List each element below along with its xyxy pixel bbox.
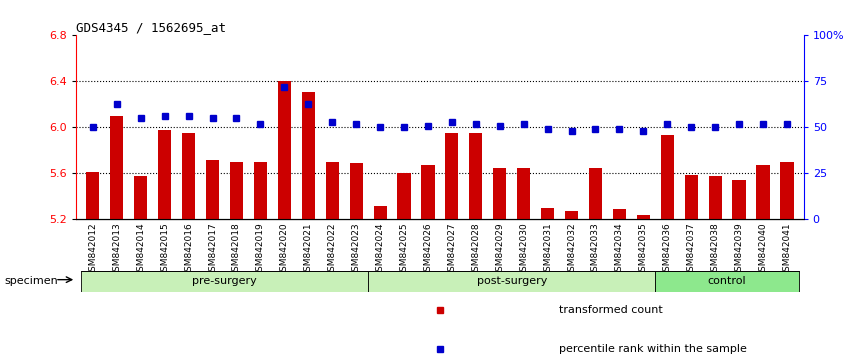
- Text: GSM842029: GSM842029: [495, 222, 504, 277]
- Bar: [182, 133, 195, 219]
- Text: GSM842021: GSM842021: [304, 222, 313, 277]
- Text: GSM842020: GSM842020: [280, 222, 288, 277]
- Text: pre-surgery: pre-surgery: [192, 276, 257, 286]
- Bar: [565, 211, 578, 219]
- Bar: [733, 181, 745, 219]
- Text: GSM842026: GSM842026: [424, 222, 432, 277]
- Text: GSM842032: GSM842032: [567, 222, 576, 277]
- Bar: [589, 168, 602, 219]
- Text: GSM842028: GSM842028: [471, 222, 481, 277]
- Bar: [637, 215, 650, 219]
- Bar: [135, 176, 147, 219]
- Text: post-surgery: post-surgery: [476, 276, 547, 286]
- Bar: [656, 271, 799, 292]
- Bar: [86, 172, 100, 219]
- Text: percentile rank within the sample: percentile rank within the sample: [559, 343, 747, 354]
- Text: GSM842019: GSM842019: [256, 222, 265, 277]
- Bar: [445, 133, 459, 219]
- Bar: [613, 209, 626, 219]
- Text: GSM842039: GSM842039: [734, 222, 744, 277]
- Bar: [326, 162, 338, 219]
- Text: GSM842013: GSM842013: [113, 222, 121, 277]
- Bar: [421, 165, 435, 219]
- Bar: [780, 162, 794, 219]
- Text: GSM842037: GSM842037: [687, 222, 695, 277]
- Bar: [368, 271, 656, 292]
- Bar: [517, 168, 530, 219]
- Bar: [254, 162, 267, 219]
- Text: GSM842017: GSM842017: [208, 222, 217, 277]
- Bar: [661, 136, 674, 219]
- Text: GDS4345 / 1562695_at: GDS4345 / 1562695_at: [76, 21, 226, 34]
- Bar: [493, 168, 507, 219]
- Bar: [277, 81, 291, 219]
- Bar: [110, 116, 124, 219]
- Text: GSM842031: GSM842031: [543, 222, 552, 277]
- Bar: [302, 92, 315, 219]
- Text: control: control: [708, 276, 746, 286]
- Text: GSM842035: GSM842035: [639, 222, 648, 277]
- Text: GSM842025: GSM842025: [399, 222, 409, 277]
- Text: GSM842014: GSM842014: [136, 222, 146, 277]
- Text: GSM842024: GSM842024: [376, 222, 385, 276]
- Bar: [206, 160, 219, 219]
- Bar: [373, 206, 387, 219]
- Bar: [470, 133, 482, 219]
- Text: GSM842030: GSM842030: [519, 222, 528, 277]
- Text: GSM842041: GSM842041: [783, 222, 792, 277]
- Bar: [81, 271, 368, 292]
- Bar: [349, 163, 363, 219]
- Text: GSM842015: GSM842015: [160, 222, 169, 277]
- Bar: [541, 208, 554, 219]
- Text: GSM842034: GSM842034: [615, 222, 624, 277]
- Text: transformed count: transformed count: [559, 305, 662, 315]
- Text: specimen: specimen: [4, 276, 58, 286]
- Text: GSM842016: GSM842016: [184, 222, 193, 277]
- Text: GSM842036: GSM842036: [662, 222, 672, 277]
- Text: GSM842040: GSM842040: [759, 222, 767, 277]
- Bar: [158, 130, 171, 219]
- Text: GSM842038: GSM842038: [711, 222, 720, 277]
- Text: GSM842022: GSM842022: [327, 222, 337, 276]
- Text: GSM842033: GSM842033: [591, 222, 600, 277]
- Bar: [684, 175, 698, 219]
- Text: GSM842023: GSM842023: [352, 222, 360, 277]
- Text: GSM842027: GSM842027: [448, 222, 456, 277]
- Bar: [398, 173, 410, 219]
- Bar: [709, 176, 722, 219]
- Bar: [756, 165, 770, 219]
- Text: GSM842018: GSM842018: [232, 222, 241, 277]
- Bar: [230, 162, 243, 219]
- Text: GSM842012: GSM842012: [88, 222, 97, 277]
